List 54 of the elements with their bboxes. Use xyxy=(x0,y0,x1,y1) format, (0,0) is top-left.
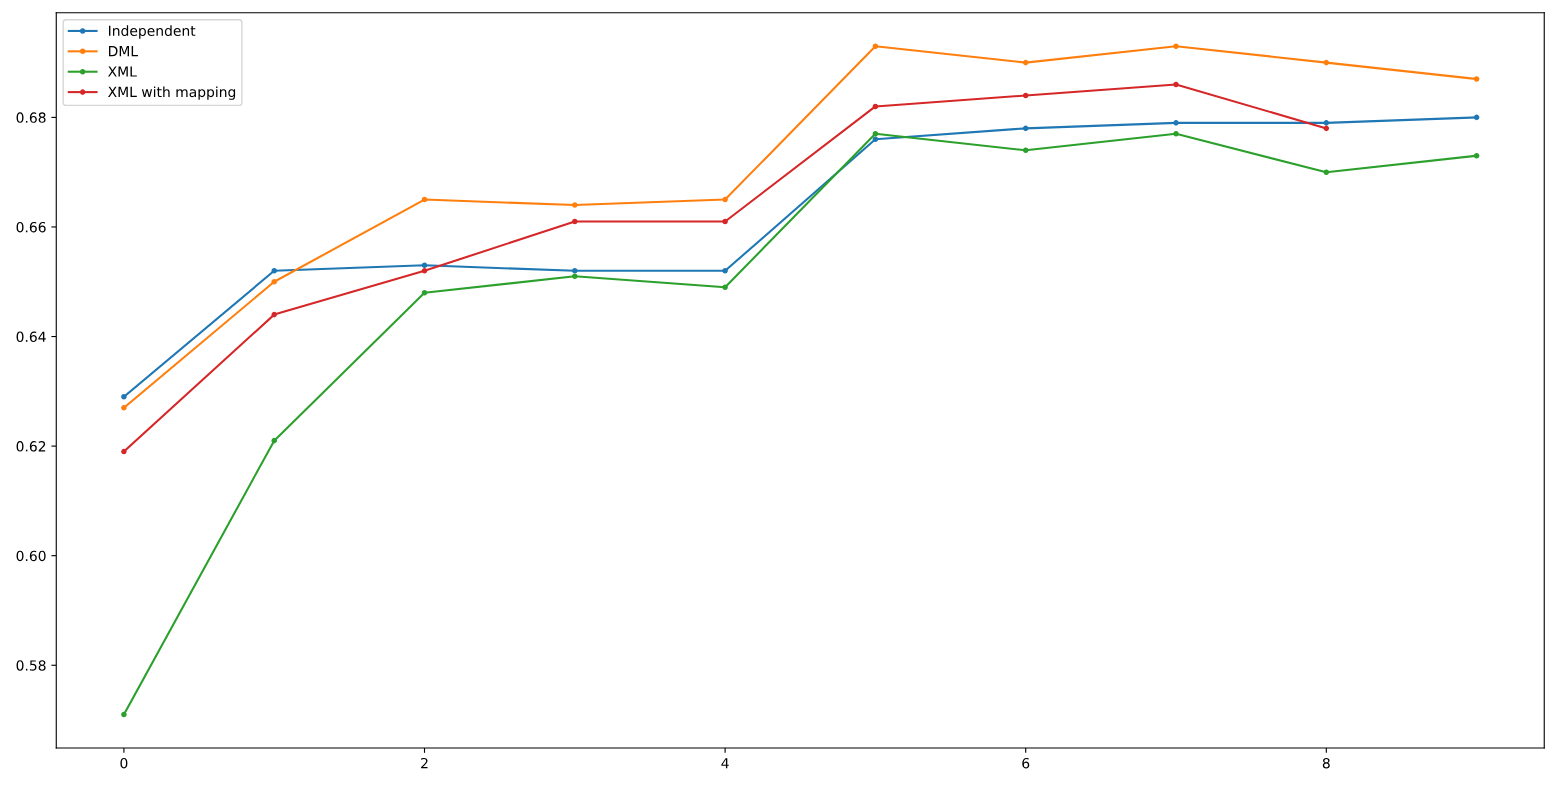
point xyxy=(421,262,428,269)
point xyxy=(722,218,728,225)
point xyxy=(1173,43,1179,49)
point xyxy=(572,268,578,274)
legend-label: XML xyxy=(108,66,137,77)
point xyxy=(121,448,127,455)
point xyxy=(1173,131,1179,137)
point xyxy=(271,311,277,318)
point xyxy=(1473,76,1480,82)
point xyxy=(421,268,428,274)
point xyxy=(121,404,127,411)
point xyxy=(271,437,277,444)
point xyxy=(872,131,879,137)
point xyxy=(1022,147,1029,154)
point xyxy=(1473,114,1480,121)
point xyxy=(1173,81,1179,88)
point xyxy=(271,268,277,274)
point xyxy=(1022,92,1029,99)
point xyxy=(1473,152,1480,159)
y-tick-label: 0.66 xyxy=(16,221,46,233)
point xyxy=(1323,125,1330,132)
point xyxy=(1173,120,1179,126)
x-tick-label: 4 xyxy=(721,758,729,769)
y-tick-label: 0.62 xyxy=(16,441,46,452)
y-tick-label: 0.58 xyxy=(16,660,46,671)
point xyxy=(572,273,578,280)
point xyxy=(722,268,728,274)
x-tick-label: 2 xyxy=(421,757,428,769)
x-tick-label: 0 xyxy=(120,757,128,769)
point xyxy=(872,43,879,49)
point xyxy=(1323,120,1330,126)
y-tick-label: 0.68 xyxy=(16,112,46,123)
point xyxy=(421,196,428,203)
point xyxy=(572,202,578,208)
point xyxy=(121,394,127,400)
legend-label: Independent xyxy=(109,25,196,39)
x-tick-label: 8 xyxy=(1322,757,1330,769)
point xyxy=(572,218,578,225)
y-tick-label: 0.60 xyxy=(16,550,46,562)
point xyxy=(271,278,277,285)
point xyxy=(1323,59,1330,66)
legend-label: DML xyxy=(109,46,138,57)
point xyxy=(121,711,127,718)
point xyxy=(421,289,428,296)
legend-label: XML with mapping xyxy=(108,86,236,100)
y-tick-label: 0.64 xyxy=(16,331,46,343)
point xyxy=(872,136,879,143)
point xyxy=(1022,59,1029,66)
point xyxy=(1323,169,1330,175)
point xyxy=(1022,125,1029,132)
x-tick-label: 6 xyxy=(1022,757,1030,769)
point xyxy=(722,196,728,203)
point xyxy=(872,103,879,110)
point xyxy=(722,284,728,291)
